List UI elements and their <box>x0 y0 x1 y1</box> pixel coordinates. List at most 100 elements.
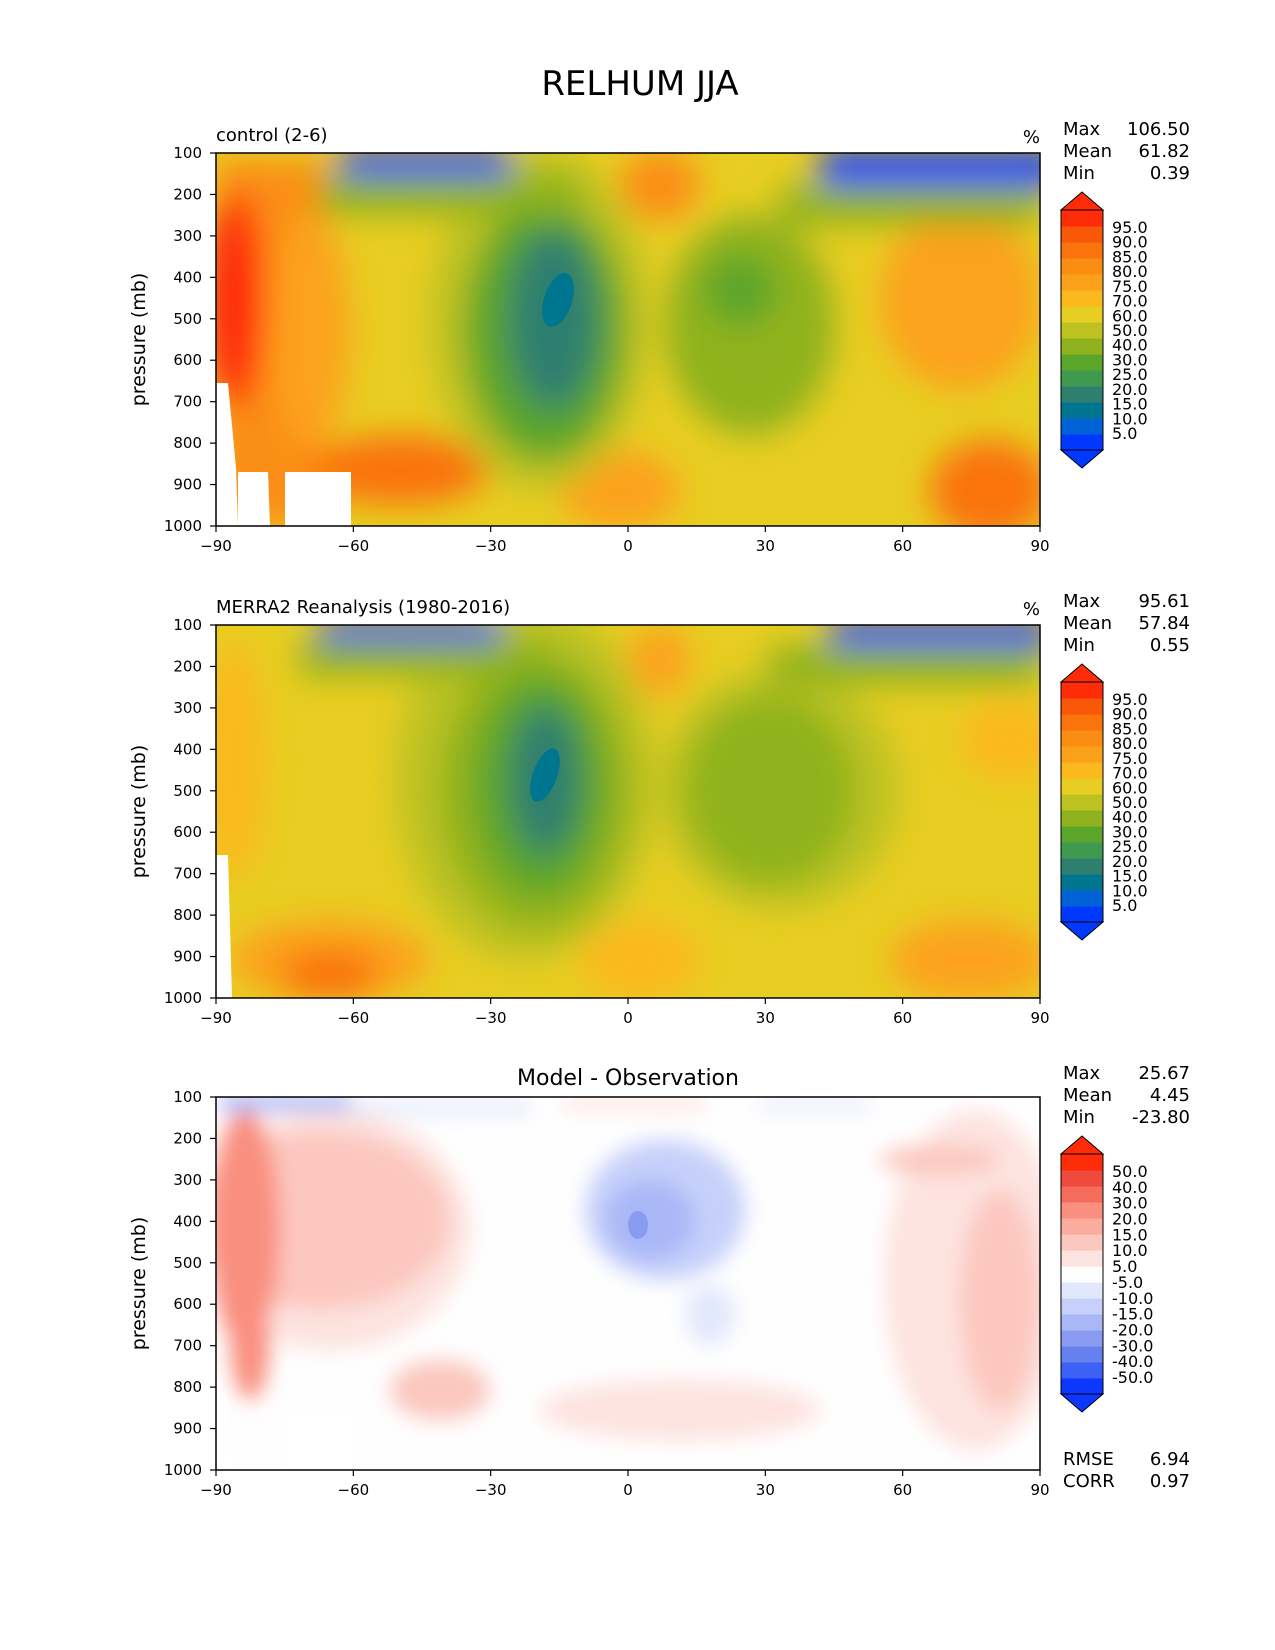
colorbar-label: 40.0 <box>1112 808 1148 827</box>
colorbar-segment <box>1061 274 1103 291</box>
stat-value: 4.45 <box>1150 1085 1190 1106</box>
colorbar-label: 10.0 <box>1112 1241 1148 1260</box>
panel-title: MERRA2 Reanalysis (1980-2016) <box>216 597 510 618</box>
stat-value: 0.39 <box>1150 163 1190 184</box>
x-tick-label: −30 <box>475 1009 507 1027</box>
colorbar-segment <box>1061 746 1103 763</box>
panel-merra2 <box>215 624 1041 999</box>
x-tick-label: 0 <box>623 1481 633 1499</box>
x-tick-label: 30 <box>756 1481 775 1499</box>
y-tick-label: 1000 <box>164 989 202 1007</box>
colorbar-segment <box>1061 1234 1103 1251</box>
colorbar-extend-high <box>1059 663 1105 683</box>
x-tick-label: 60 <box>893 1009 912 1027</box>
stat-label: Max <box>1063 1063 1101 1084</box>
colorbar-label: 80.0 <box>1112 262 1148 281</box>
units-label: % <box>1023 599 1040 620</box>
colorbar-segment <box>1061 242 1103 259</box>
colorbar-segment <box>1061 730 1103 747</box>
colorbar-segment <box>1061 874 1103 891</box>
colorbar-segment <box>1061 290 1103 307</box>
colorbar-segment <box>1061 402 1103 419</box>
colorbar-label: 25.0 <box>1112 365 1148 384</box>
y-tick-label: 600 <box>173 351 202 369</box>
x-tick-label: 90 <box>1030 537 1049 555</box>
extra-stat-label: RMSE <box>1063 1449 1114 1470</box>
colorbar-label: 30.0 <box>1112 822 1148 841</box>
x-tick-label: 60 <box>893 1481 912 1499</box>
colorbar-label: 30.0 <box>1112 1194 1148 1213</box>
x-tick-label: 90 <box>1030 1481 1049 1499</box>
colorbar-segment <box>1061 682 1103 699</box>
colorbar-label: 15.0 <box>1112 395 1148 414</box>
colorbar-label: 85.0 <box>1112 719 1148 738</box>
stat-label: Max <box>1063 119 1101 140</box>
colorbar-segment <box>1061 1170 1103 1187</box>
colorbar-label: 40.0 <box>1112 1178 1148 1197</box>
extra-stat-label: CORR <box>1063 1471 1115 1492</box>
stat-label: Min <box>1063 163 1095 184</box>
colorbar-label: -30.0 <box>1112 1336 1153 1355</box>
colorbar-segment <box>1061 826 1103 843</box>
colorbar-label: 30.0 <box>1112 350 1148 369</box>
colorbar-label: 5.0 <box>1112 896 1137 915</box>
y-tick-label: 700 <box>173 393 202 411</box>
x-tick-label: 0 <box>623 1009 633 1027</box>
colorbar-segment <box>1061 418 1103 435</box>
panel-control-field <box>216 153 1040 526</box>
colorbar-label: -15.0 <box>1112 1305 1153 1324</box>
colorbar-segment <box>1061 890 1103 907</box>
colorbar-segment <box>1061 1282 1103 1299</box>
colorbar-label: 70.0 <box>1112 292 1148 311</box>
colorbar-segment <box>1061 1266 1103 1283</box>
x-tick-label: 30 <box>756 537 775 555</box>
colorbar-label: 50.0 <box>1112 321 1148 340</box>
extra-stat-value: 0.97 <box>1150 1471 1190 1492</box>
colorbar-extend-low <box>1059 449 1105 469</box>
figure-title: RELHUM JJA <box>541 64 738 104</box>
stat-value: 0.55 <box>1150 635 1190 656</box>
colorbar-segment <box>1061 386 1103 403</box>
colorbar-extend-low <box>1059 921 1105 941</box>
colorbar-segment <box>1061 762 1103 779</box>
y-tick-label: 900 <box>173 476 202 494</box>
colorbar-label: 50.0 <box>1112 793 1148 812</box>
colorbar-segment <box>1061 354 1103 371</box>
stat-label: Mean <box>1063 1085 1112 1106</box>
colorbar-label: 60.0 <box>1112 306 1148 325</box>
panel-title: control (2-6) <box>216 125 328 146</box>
annotations: control (2-6) %10020030040050060070080090… <box>128 119 1190 1499</box>
y-tick-label: 700 <box>173 865 202 883</box>
stat-value: 95.61 <box>1138 591 1190 612</box>
colorbar-label: -20.0 <box>1112 1320 1153 1339</box>
y-tick-label: 100 <box>173 616 202 634</box>
stat-label: Mean <box>1063 141 1112 162</box>
x-tick-label: 0 <box>623 537 633 555</box>
colorbar-label: 5.0 <box>1112 424 1137 443</box>
stat-value: -23.80 <box>1132 1107 1190 1128</box>
y-tick-label: 900 <box>173 948 202 966</box>
colorbar-segment <box>1061 1154 1103 1171</box>
colorbar-label: 5.0 <box>1112 1257 1137 1276</box>
colorbar-segment <box>1061 1362 1103 1379</box>
stat-value: 106.50 <box>1127 119 1190 140</box>
colorbar-segment <box>1061 794 1103 811</box>
colorbar-label: 25.0 <box>1112 837 1148 856</box>
units-label: % <box>1023 127 1040 148</box>
colorbar-segment <box>1061 306 1103 323</box>
y-axis-label: pressure (mb) <box>128 745 150 879</box>
colorbar-segment <box>1061 1250 1103 1267</box>
colorbar-segment <box>1061 1202 1103 1219</box>
colorbar-segment <box>1061 810 1103 827</box>
y-tick-label: 100 <box>173 1088 202 1106</box>
colorbar-label: 20.0 <box>1112 380 1148 399</box>
stat-value: 25.67 <box>1138 1063 1190 1084</box>
x-tick-label: 90 <box>1030 1009 1049 1027</box>
colorbar-label: 75.0 <box>1112 277 1148 296</box>
x-tick-label: 30 <box>756 1009 775 1027</box>
y-tick-label: 1000 <box>164 1461 202 1479</box>
colorbar-label: 70.0 <box>1112 764 1148 783</box>
colorbar-label: 10.0 <box>1112 409 1148 428</box>
colorbar-label: 95.0 <box>1112 690 1148 709</box>
stat-value: 57.84 <box>1138 613 1190 634</box>
